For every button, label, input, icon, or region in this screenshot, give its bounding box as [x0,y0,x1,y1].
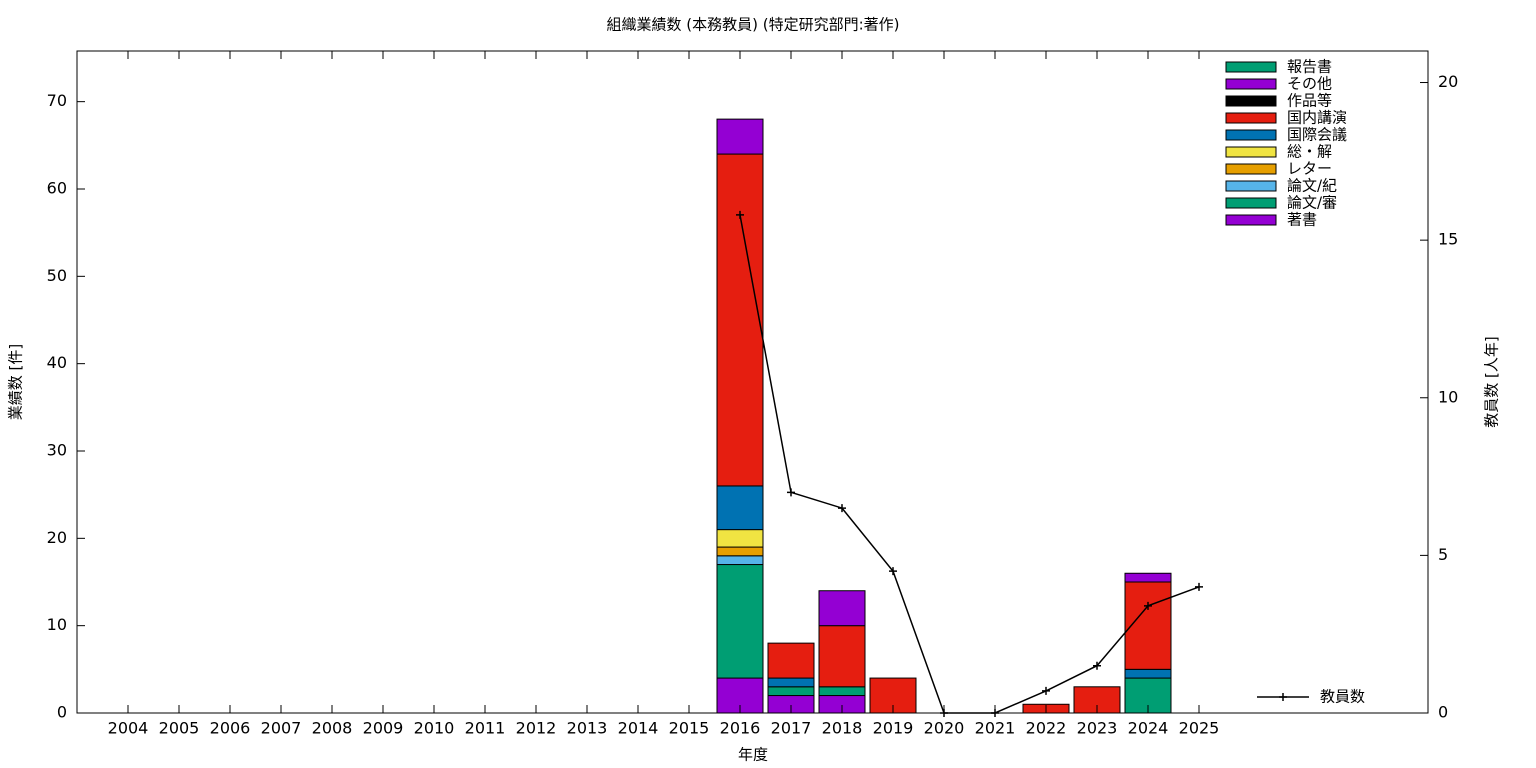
y-axis-label: 業績数 [件] [7,344,25,420]
x-tick-label: 2004 [108,719,149,738]
x-tick-label: 2015 [669,719,710,738]
legend-swatch [1225,214,1277,226]
x-tick-label: 2023 [1077,719,1118,738]
point [889,567,897,576]
y2-tick-label: 0 [1438,703,1448,722]
x-tick-label: 2021 [975,719,1016,738]
bar-segment [767,677,815,688]
point [1144,601,1152,610]
bar-segment [767,642,815,679]
bar-segment [716,529,764,548]
point [838,504,846,513]
y-tick-label: 20 [47,528,67,547]
y2-tick-label: 10 [1438,387,1458,406]
x-tick-label: 2024 [1128,719,1169,738]
y-tick-label: 60 [47,178,67,197]
legend-swatch [1225,146,1277,158]
legend-label: 国内講演 [1287,109,1347,127]
x-tick-label: 2009 [363,719,404,738]
y-tick-label: 10 [47,615,67,634]
bar-segment [716,153,764,487]
x-tick-label: 2020 [924,719,965,738]
point [787,488,795,497]
legend-label: 報告書 [1287,58,1332,76]
bar-segment [1124,572,1172,583]
legend-swatch [1225,180,1277,192]
x-tick-label: 2007 [261,719,302,738]
x-tick-label: 2025 [1179,719,1220,738]
bar-segment [818,686,866,697]
x-tick-label: 2013 [567,719,608,738]
x-tick-label: 2014 [618,719,659,738]
bar-segment [716,118,764,155]
legend-label: 作品等 [1287,92,1332,110]
legend-swatch [1225,78,1277,90]
y2-tick-label: 15 [1438,230,1458,249]
y-tick-label: 40 [47,353,67,372]
legend-point [1279,693,1287,701]
y2-tick-label: 20 [1438,72,1458,91]
x-axis-label: 年度 [738,746,768,764]
legend-label: レター [1287,160,1332,178]
legend-swatch [1225,95,1277,107]
y2-tick-label: 5 [1438,545,1448,564]
legend-label: 総・解 [1287,143,1332,161]
point [1195,582,1203,591]
x-tick-label: 2008 [312,719,353,738]
legend-label: 論文/紀 [1287,177,1337,195]
bar-segment [1124,668,1172,679]
y-tick-label: 50 [47,266,67,285]
bar-segment [818,625,866,688]
chart-title: 組織業績数 (本務教員) (特定研究部門:著作) [607,16,900,34]
y-tick-label: 30 [47,440,67,459]
legend-label: 国際会議 [1287,126,1347,144]
legend-label: 教員数 [1320,688,1365,706]
x-tick-label: 2018 [822,719,863,738]
y2-axis-label: 教員数 [人年] [1483,336,1501,427]
x-tick-label: 2006 [210,719,251,738]
point [1093,661,1101,670]
bar-segment [716,485,764,531]
legend-swatch [1225,61,1277,73]
y-tick-label: 0 [57,703,67,722]
legend-label: 著書 [1287,211,1317,229]
bar-segment [716,555,764,566]
x-tick-label: 2010 [414,719,455,738]
bar-segment [767,686,815,697]
x-tick-label: 2016 [720,719,761,738]
x-tick-label: 2011 [465,719,506,738]
bar-segment [716,546,764,557]
x-tick-label: 2019 [873,719,914,738]
point [1042,686,1050,695]
bar-segment [716,564,764,679]
x-tick-label: 2005 [159,719,200,738]
legend-swatch [1225,112,1277,124]
legend-swatch [1225,163,1277,175]
legend-label: 論文/審 [1287,194,1337,212]
bar-segment [818,590,866,627]
point [736,210,744,219]
plot-frame [76,50,1429,714]
x-tick-label: 2022 [1026,719,1067,738]
legend-swatch [1225,129,1277,141]
x-tick-label: 2017 [771,719,812,738]
legend-label: その他 [1287,75,1332,93]
x-tick-label: 2012 [516,719,557,738]
y-tick-label: 70 [47,91,67,110]
legend-swatch [1225,197,1277,209]
